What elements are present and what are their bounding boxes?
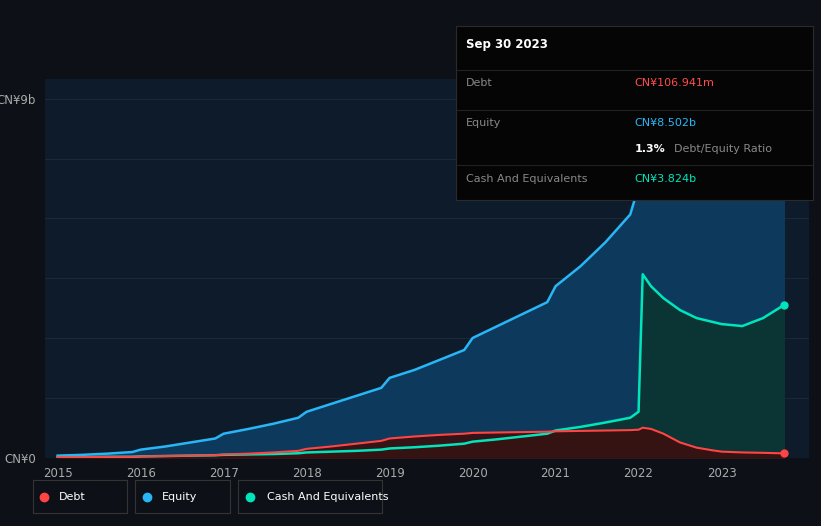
Text: Equity: Equity bbox=[162, 491, 197, 502]
Text: Sep 30 2023: Sep 30 2023 bbox=[466, 38, 548, 52]
Text: CN¥106.941m: CN¥106.941m bbox=[635, 78, 714, 88]
Text: CN¥3.824b: CN¥3.824b bbox=[635, 174, 696, 184]
Text: Debt: Debt bbox=[59, 491, 86, 502]
Text: Cash And Equivalents: Cash And Equivalents bbox=[466, 174, 588, 184]
Text: CN¥8.502b: CN¥8.502b bbox=[635, 118, 696, 128]
Text: 1.3%: 1.3% bbox=[635, 144, 665, 154]
Text: Equity: Equity bbox=[466, 118, 502, 128]
Text: Debt/Equity Ratio: Debt/Equity Ratio bbox=[673, 144, 772, 154]
Text: Cash And Equivalents: Cash And Equivalents bbox=[267, 491, 388, 502]
Text: Debt: Debt bbox=[466, 78, 493, 88]
